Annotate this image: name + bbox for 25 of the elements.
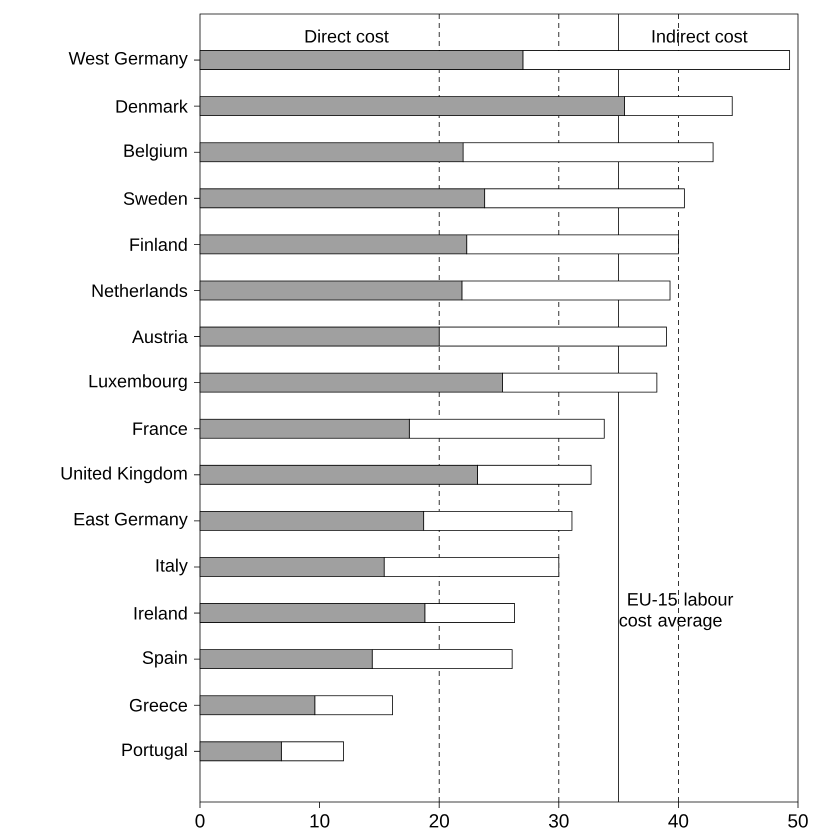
y-tick-label: Austria: [132, 330, 188, 344]
x-tick-label: 10: [310, 814, 330, 828]
series-label: Direct cost: [306, 29, 389, 43]
y-tick-label: Spain: [142, 650, 187, 668]
y-tick-label: West Germany: [68, 52, 188, 68]
ref-line-label: EU-15 labour cost average: [620, 592, 734, 630]
y-tick-label: East Germany: [74, 512, 188, 530]
x-tick-label: 50: [788, 814, 808, 828]
series-label: Indirect cost: [652, 29, 748, 43]
y-tick-label: Ireland: [134, 606, 187, 620]
y-tick-label: Sweden: [124, 192, 187, 205]
y-tick-label: Netherlands: [92, 284, 188, 298]
y-tick-label: Greece: [130, 698, 188, 712]
y-tick-label: France: [133, 422, 188, 435]
x-tick-label: 40: [668, 814, 688, 828]
y-tick-label: Denmark: [116, 100, 188, 113]
x-tick-label: 30: [548, 814, 569, 828]
y-tick-label: United Kingdom: [62, 466, 187, 484]
y-tick-label: Finland: [130, 238, 187, 251]
y-tick-label: Belgium: [124, 144, 187, 161]
x-tick-label: 0: [195, 814, 205, 828]
y-tick-label: Luxembourg: [90, 374, 187, 392]
x-tick-label: 20: [430, 814, 449, 828]
y-tick-label: Portugal: [122, 742, 187, 760]
y-tick-label: Italy: [156, 558, 188, 576]
